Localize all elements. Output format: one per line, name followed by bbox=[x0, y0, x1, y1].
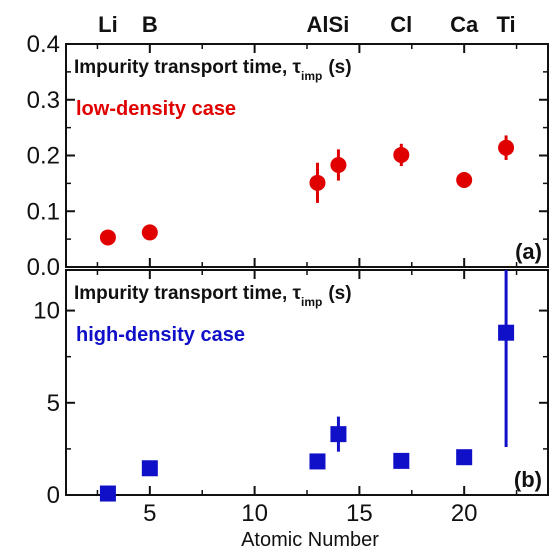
element-label: Ca bbox=[450, 12, 479, 37]
x-tick-label: 20 bbox=[451, 500, 478, 527]
element-label: Ti bbox=[497, 12, 516, 37]
data-point bbox=[309, 174, 326, 191]
data-point bbox=[498, 324, 515, 341]
y-tick-label: 0.2 bbox=[27, 143, 60, 170]
data-point bbox=[99, 229, 116, 246]
panel-tag: (a) bbox=[515, 239, 542, 264]
x-tick-label: 10 bbox=[241, 500, 268, 527]
data-point bbox=[330, 426, 347, 443]
x-tick-label: 15 bbox=[346, 500, 373, 527]
panel-a: 0.0 0.1 0.2 0.3 0.4 Impurity transport time, … bbox=[27, 12, 549, 281]
panel-tag: (b) bbox=[514, 467, 542, 492]
data-point bbox=[99, 485, 116, 502]
y-tick-label: 0 bbox=[47, 482, 60, 509]
panel-title-unit: (s) bbox=[328, 57, 351, 78]
data-point bbox=[456, 172, 473, 189]
case-label: high-density case bbox=[76, 324, 245, 346]
data-point bbox=[141, 224, 158, 241]
y-tick-label: 0.1 bbox=[27, 198, 60, 225]
data-point bbox=[498, 139, 515, 156]
element-label: Cl bbox=[390, 12, 412, 37]
y-tick-label: 10 bbox=[33, 298, 60, 325]
case-label: low-density case bbox=[76, 98, 236, 120]
y-tick-label: 5 bbox=[47, 390, 60, 417]
panel-b: 0 5 10 Impurity transport time, τimp (s) high… bbox=[33, 269, 549, 551]
y-tick-label: 0.4 bbox=[27, 31, 60, 58]
panel-title-subscript: imp bbox=[301, 69, 322, 83]
panel-title-subscript: imp bbox=[301, 295, 322, 309]
element-label: B bbox=[142, 12, 158, 37]
data-point bbox=[456, 449, 473, 466]
data-point bbox=[393, 146, 410, 163]
panel-title: Impurity transport time, τimp (s) bbox=[74, 283, 352, 309]
x-axis-label: Atomic Number bbox=[241, 529, 379, 551]
panel-title-unit: (s) bbox=[328, 283, 351, 304]
x-tick-label: 5 bbox=[143, 500, 156, 527]
data-point bbox=[309, 453, 326, 470]
panel-title-main: Impurity transport time, τ bbox=[74, 57, 302, 78]
y-tick-label: 0.3 bbox=[27, 87, 60, 114]
panel-title: Impurity transport time, τimp (s) bbox=[74, 57, 352, 83]
data-point bbox=[141, 460, 158, 477]
panel-title-main: Impurity transport time, τ bbox=[74, 283, 302, 304]
element-label: AlSi bbox=[307, 12, 350, 37]
y-tick-label: 0.0 bbox=[27, 254, 60, 281]
element-label: Li bbox=[98, 12, 118, 37]
data-point bbox=[393, 452, 410, 469]
data-point bbox=[330, 156, 347, 173]
